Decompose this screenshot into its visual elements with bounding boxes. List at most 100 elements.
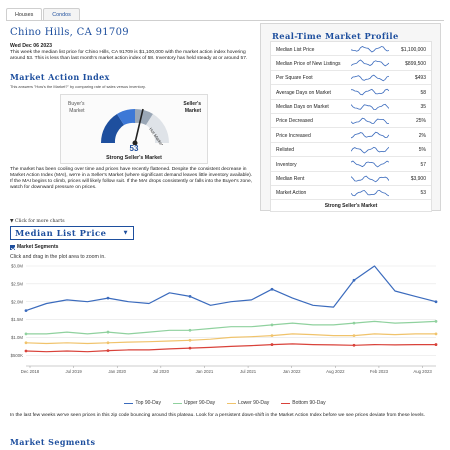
legend-top-swatch <box>124 402 134 404</box>
profile-row: Price Decreased 25% <box>271 114 431 129</box>
profile-row: Median Rent $3,900 <box>271 172 431 186</box>
click-more-charts[interactable]: ▼ Click for more charts <box>10 219 65 224</box>
series-line-lower-90-day <box>25 333 436 345</box>
legend-bottom-swatch <box>281 402 291 404</box>
series-point <box>434 343 438 346</box>
series-point <box>188 346 192 350</box>
sparkline <box>351 74 389 82</box>
sparkline <box>351 175 389 182</box>
x-tick-label: Aug 2022 <box>326 369 345 374</box>
profile-row-value: 58 <box>420 89 426 96</box>
sparkline <box>351 88 389 96</box>
profile-row-label: Market Action <box>276 190 307 197</box>
property-type-tabs: Houses Condos <box>6 8 81 21</box>
y-tick-label: $1.0M <box>11 335 23 340</box>
x-tick-label: Jan 2020 <box>108 369 126 374</box>
page-title: Chino Hills, CA 91709 <box>10 27 129 38</box>
x-tick-label: Jul 2021 <box>240 369 257 374</box>
click-more-label: Click for more charts <box>15 219 65 224</box>
chart-selector-dropdown[interactable]: Median List Price ▼ <box>10 226 134 240</box>
tab-divider <box>6 20 444 21</box>
profile-row-value: 5% <box>418 147 426 154</box>
sparkline <box>351 132 389 139</box>
profile-row-label: Median List Price <box>276 46 315 53</box>
legend-top[interactable]: Top 90-Day <box>124 400 161 406</box>
legend-upper-swatch <box>172 402 182 404</box>
profile-row-value: $3,900 <box>410 176 426 183</box>
market-action-gauge: Buyer's Market Seller's Market Hot Marke… <box>60 94 208 164</box>
chart-legend: Top 90-Day Upper 90-Day Lower 90-Day Bot… <box>0 400 450 406</box>
profile-row-label: Median Rent <box>276 176 305 183</box>
market-commentary: The market has been cooling over time an… <box>10 167 253 191</box>
series-point <box>352 343 356 347</box>
series-point <box>188 294 192 298</box>
legend-lower-swatch <box>227 402 237 404</box>
series-point <box>434 319 438 323</box>
market-segments-label: Market Segments <box>17 244 59 250</box>
sparkline <box>351 117 389 124</box>
y-tick-label: $1.5M <box>11 317 23 322</box>
profile-row-label: Price Decreased <box>276 118 313 125</box>
market-segments-checkbox[interactable]: Market Segments <box>10 244 58 250</box>
x-tick-label: Feb 2023 <box>370 369 389 374</box>
buyers-label-line2: Market <box>69 107 85 114</box>
series-point <box>24 332 28 336</box>
intro-text: This week the median list price for Chin… <box>10 50 248 62</box>
series-point <box>106 349 110 353</box>
report-date: Wed Dec 06 2023 <box>10 43 53 49</box>
x-tick-label: Dec 2018 <box>21 369 40 374</box>
series-point <box>188 328 192 332</box>
profile-row-value: $1,100,000 <box>400 46 426 53</box>
market-profile-table: Median List Price $1,100,000 Median Price … <box>270 41 432 213</box>
profile-row-label: Median Days on Market <box>276 104 329 111</box>
y-tick-label: $2.5M <box>11 281 23 286</box>
chart-selector-label: Median List Price <box>15 228 107 238</box>
legend-upper-label: Upper 90-Day <box>183 400 216 406</box>
sparkline <box>351 146 389 154</box>
profile-row-value: 35 <box>420 104 426 111</box>
y-tick-label: $3.0M <box>11 264 23 269</box>
market-action-caption: Strong Seller's Market <box>106 155 162 161</box>
profile-row-label: Per Square Foot <box>276 75 313 82</box>
legend-lower[interactable]: Lower 90-Day <box>227 400 269 406</box>
legend-top-label: Top 90-Day <box>135 400 161 406</box>
median-list-price-chart[interactable]: $500K $1.0M $1.5M $2.0M $2.5M $3.0M Dec 2018 Ju… <box>0 260 450 400</box>
series-point <box>434 332 438 336</box>
sparkline <box>351 59 389 67</box>
profile-row-label: Relisted <box>276 147 295 154</box>
x-tick-label: Jul 2020 <box>153 369 170 374</box>
market-segments-title: Market Segments <box>10 437 96 447</box>
series-point <box>352 278 356 282</box>
series-point <box>24 309 28 313</box>
legend-upper[interactable]: Upper 90-Day <box>172 400 216 406</box>
market-action-subtitle: This answers "How's the Market?" by comp… <box>10 84 146 89</box>
profile-row: Median Days on Market 35 <box>271 100 431 114</box>
gauge-segment-cool <box>117 108 135 125</box>
market-action-value: 53 <box>129 144 139 153</box>
profile-row-label: Median Price of New Listings <box>276 60 341 67</box>
profile-row: Per Square Foot $493 <box>271 71 431 86</box>
gauge-dial: Hot Market <box>100 108 170 145</box>
market-action-title: Market Action Index <box>10 72 110 82</box>
tab-houses[interactable]: Houses <box>6 8 43 21</box>
x-tick-label: Aug 2023 <box>413 369 432 374</box>
gauge-needle <box>134 108 144 144</box>
sellers-label-line1: Seller's <box>183 101 201 107</box>
profile-row-value: 25% <box>415 118 426 125</box>
profile-row-label: Price Increased <box>276 132 311 139</box>
sellers-label-line2: Market <box>184 107 201 114</box>
sparkline <box>351 160 389 168</box>
profile-row: Median List Price $1,100,000 <box>271 42 431 57</box>
series-point <box>106 330 110 334</box>
legend-bottom[interactable]: Bottom 90-Day <box>281 400 326 406</box>
tab-condos[interactable]: Condos <box>43 8 80 21</box>
profile-row: Market Action 53 <box>271 186 431 201</box>
series-point <box>270 343 274 346</box>
profile-row-value: $899,500 <box>405 60 426 67</box>
plateau-commentary: In the last few weeks we've seen prices … <box>10 413 425 418</box>
series-line-top-90-day <box>25 265 437 312</box>
profile-row-label: Inventory <box>276 161 297 168</box>
profile-row-value: $493 <box>414 75 426 82</box>
buyers-label-line1: Buyer's <box>68 101 85 107</box>
profile-row: Median Price of New Listings $899,500 <box>271 56 431 71</box>
